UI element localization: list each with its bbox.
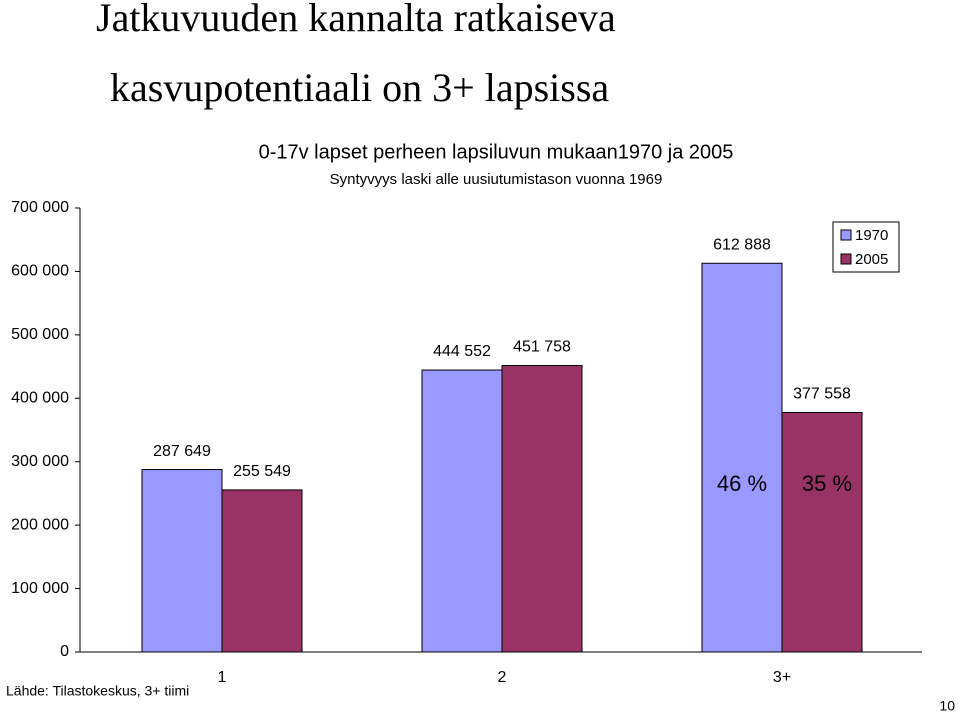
legend-swatch	[840, 229, 852, 241]
legend-label: 1970	[855, 227, 888, 244]
y-tick-label: 700 000	[11, 199, 69, 216]
value-label: 444 552	[433, 343, 491, 360]
y-tick-label: 100 000	[11, 580, 69, 597]
chart-title: 0-17v lapset perheen lapsiluvun mukaan19…	[259, 141, 734, 163]
y-tick-label: 500 000	[11, 326, 69, 343]
annotation: 46 %	[717, 471, 767, 496]
value-label: 612 888	[713, 236, 771, 253]
x-tick-label: 1	[218, 669, 227, 686]
legend-swatch	[840, 253, 852, 265]
bar	[781, 412, 863, 653]
value-label: 451 758	[513, 339, 571, 356]
y-tick-label: 300 000	[11, 453, 69, 470]
annotation: 35 %	[802, 471, 852, 496]
y-tick-label: 0	[60, 643, 69, 660]
bar	[221, 489, 303, 653]
y-tick-label: 600 000	[11, 263, 69, 280]
bar	[501, 364, 583, 653]
value-label: 287 649	[153, 443, 211, 460]
bar	[141, 469, 223, 653]
value-label: 377 558	[793, 386, 851, 403]
bar	[701, 262, 783, 653]
bar	[421, 369, 503, 653]
y-tick-label: 200 000	[11, 516, 69, 533]
slide-title-line: Jatkuvuuden kannalta ratkaiseva	[96, 0, 616, 40]
page-number: 10	[939, 698, 955, 714]
chart-subtitle: Syntyvyys laski alle uusiutumistason vuo…	[330, 171, 663, 188]
slide-title-line: kasvupotentiaali on 3+ lapsissa	[110, 65, 609, 110]
value-label: 255 549	[233, 463, 291, 480]
y-tick-label: 400 000	[11, 390, 69, 407]
legend-label: 2005	[855, 251, 888, 268]
x-tick-label: 2	[498, 669, 507, 686]
x-tick-label: 3+	[773, 669, 791, 686]
source: Lähde: Tilastokeskus, 3+ tiimi	[6, 683, 189, 699]
